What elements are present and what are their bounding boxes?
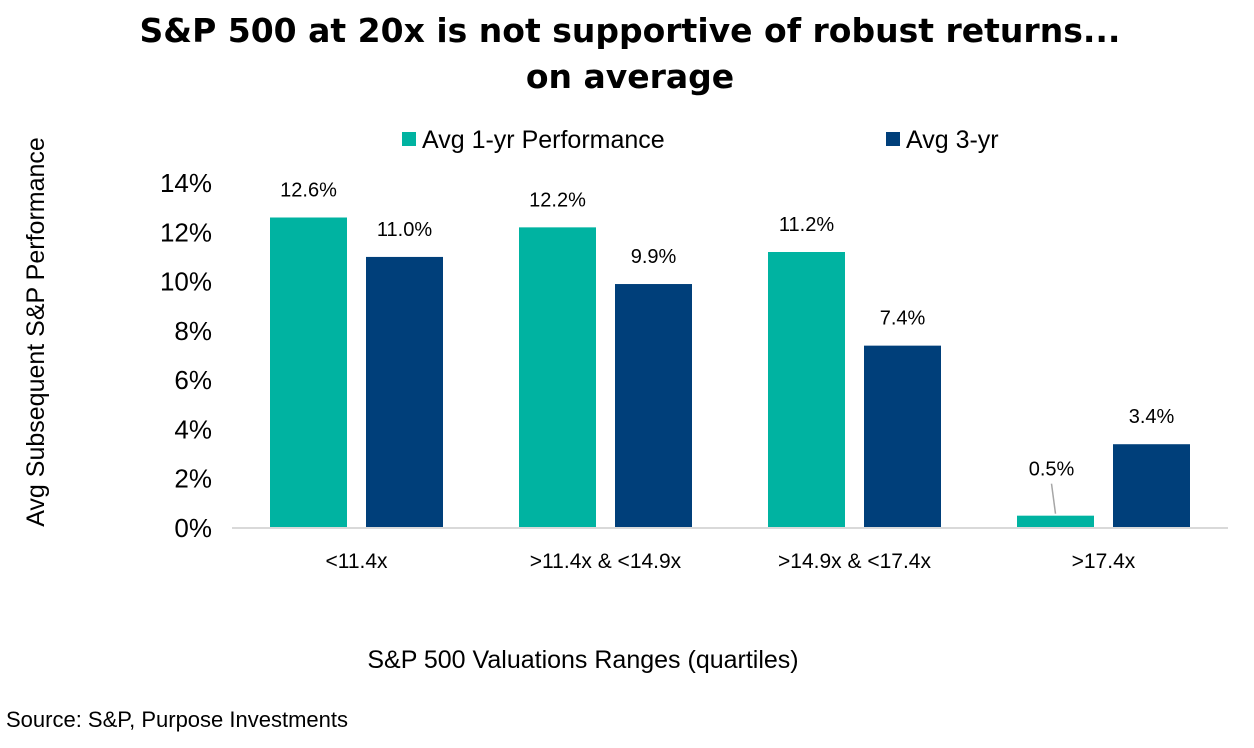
data-label-leader-line xyxy=(1050,483,1057,514)
x-tick-label: >17.4x xyxy=(1072,550,1136,573)
data-label: 12.6% xyxy=(280,180,337,202)
bar-avg-1yr xyxy=(1017,515,1094,528)
data-labels: 12.6% 11.0% 12.2% 9.9% 11.2% 7.4% 0.5% 3.4% xyxy=(280,180,1175,514)
y-axis: 0% 2% 4% 6% 8% 10% 12% 14% xyxy=(160,168,212,543)
y-tick-label: 12% xyxy=(160,217,212,247)
x-tick-label: <11.4x xyxy=(325,550,388,573)
y-axis-title: Avg Subsequent S&P Performance xyxy=(22,137,50,527)
source-note: Source: S&P, Purpose Investments xyxy=(6,707,348,732)
data-label: 11.2% xyxy=(779,214,834,236)
x-axis: <11.4x >11.4x & <14.9x >14.9x & <17.4x >17.… xyxy=(325,550,1135,573)
y-tick-label: 6% xyxy=(174,365,212,395)
chart-title: S&P 500 at 20x is not supportive of robu… xyxy=(140,11,1121,50)
bar-avg-3yr xyxy=(615,284,692,528)
y-tick-label: 10% xyxy=(160,267,212,297)
x-axis-title: S&P 500 Valuations Ranges (quartiles) xyxy=(367,646,798,674)
bar-avg-3yr xyxy=(1113,444,1190,528)
y-tick-label: 4% xyxy=(174,414,212,444)
y-tick-label: 8% xyxy=(174,316,212,346)
chart-subtitle: on average xyxy=(526,57,734,96)
y-tick-label: 0% xyxy=(174,513,212,543)
legend: Avg 1-yr Performance Avg 3-yr xyxy=(402,126,999,154)
y-tick-label: 14% xyxy=(160,168,212,198)
data-label: 3.4% xyxy=(1129,406,1175,428)
data-label: 7.4% xyxy=(880,308,926,330)
legend-label: Avg 1-yr Performance xyxy=(422,126,665,154)
legend-swatch xyxy=(886,132,900,146)
y-tick-label: 2% xyxy=(174,464,212,494)
bar-avg-3yr xyxy=(864,345,941,528)
legend-label: Avg 3-yr xyxy=(906,126,999,154)
data-label: 11.0% xyxy=(377,219,432,241)
bar-avg-3yr xyxy=(366,256,443,528)
legend-swatch xyxy=(402,132,416,146)
bar-avg-1yr xyxy=(519,227,596,528)
bar-avg-1yr xyxy=(768,252,845,528)
x-tick-label: >11.4x & <14.9x xyxy=(530,550,682,573)
data-label: 9.9% xyxy=(631,246,677,268)
bars xyxy=(270,217,1190,528)
data-label: 0.5% xyxy=(1029,459,1075,481)
bar-avg-1yr xyxy=(270,217,347,528)
x-tick-label: >14.9x & <17.4x xyxy=(778,550,931,573)
data-label: 12.2% xyxy=(529,189,586,211)
